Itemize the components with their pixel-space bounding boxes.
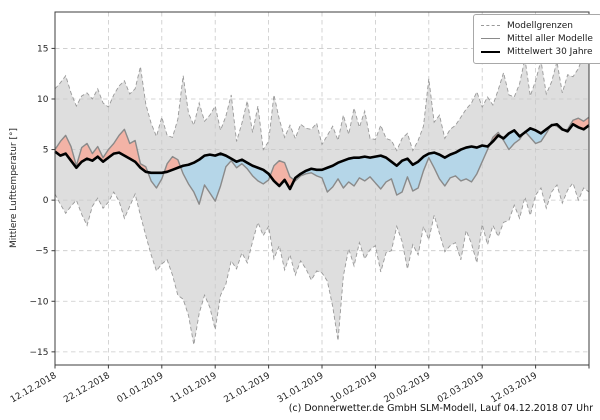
y-tick-label: −10	[30, 297, 49, 307]
colder-than-mean-area	[147, 172, 165, 188]
legend-label: Mittelwert 30 Jahre	[507, 46, 593, 57]
y-tick-label: 10	[37, 95, 49, 105]
legend: Modellgrenzen Mittel aller Modelle Mitte…	[473, 14, 600, 64]
copyright-caption: (c) Donnerwetter.de GmbH SLM-Modell, Lau…	[288, 403, 593, 414]
lower-bound-line	[54, 181, 590, 345]
thick-black-line-icon	[481, 50, 500, 53]
x-tick-label: 10.02.2019	[329, 371, 379, 406]
colder-than-mean-area	[180, 153, 271, 205]
warmer-than-mean-area	[164, 156, 181, 173]
mean-30y-line	[54, 122, 590, 191]
x-tick-label: 20.02.2019	[383, 371, 433, 406]
y-tick-label: −5	[35, 247, 48, 257]
y-tick-label: 0	[43, 196, 49, 206]
x-tick-label: 02.03.2019	[436, 371, 486, 406]
upper-bound-line	[54, 53, 590, 152]
x-tick-label: 12.03.2019	[489, 371, 539, 406]
y-tick-label: 15	[37, 44, 48, 54]
x-tick-label: 01.01.2019	[116, 371, 166, 406]
legend-label: Mittel aller Modelle	[507, 33, 593, 44]
x-tick-label: 31.01.2019	[276, 371, 326, 406]
legend-label: Modellgrenzen	[507, 20, 573, 31]
y-tick-label: 5	[43, 146, 49, 156]
x-tick-label: 22.12.2018	[62, 371, 112, 406]
colder-than-mean-area	[294, 144, 490, 196]
solid-gray-line-icon	[481, 38, 500, 39]
y-tick-label: −15	[30, 348, 49, 358]
legend-item-model-bounds: Modellgrenzen	[481, 19, 593, 32]
x-tick-label: 21.01.2019	[222, 371, 272, 406]
dashed-line-icon	[481, 25, 500, 26]
legend-item-model-mean: Mittel aller Modelle	[481, 32, 593, 45]
legend-item-30y-mean: Mittelwert 30 Jahre	[481, 45, 593, 58]
x-tick-label: 12.12.2018	[9, 371, 59, 406]
colder-than-mean-area	[525, 126, 551, 144]
y-axis-label: Mittlere Lufttemperatur [°]	[9, 128, 19, 248]
x-tick-label: 11.01.2019	[169, 371, 219, 406]
